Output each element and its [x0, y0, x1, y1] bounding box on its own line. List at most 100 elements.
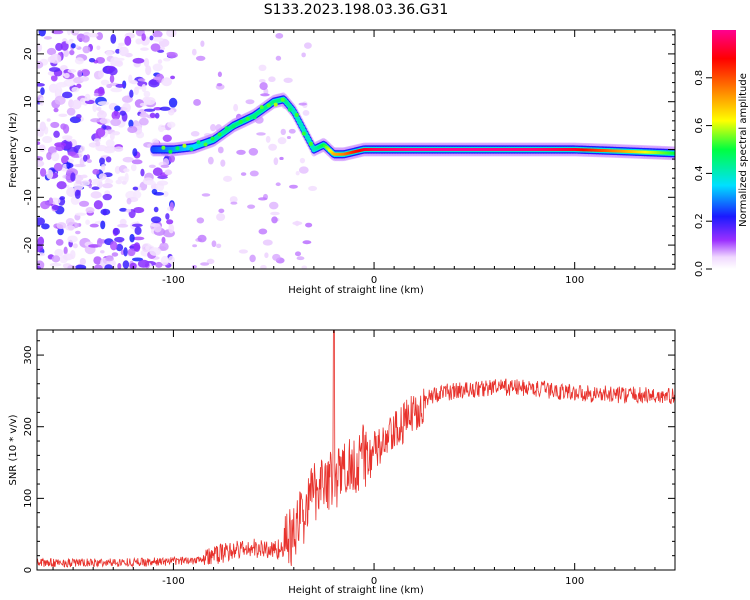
noise-blob — [100, 79, 110, 86]
noise-blob — [39, 121, 47, 132]
x-tick-label: 0 — [371, 576, 377, 587]
noise-blob — [152, 30, 163, 38]
noise-blob — [66, 187, 77, 197]
ridge-dot — [203, 142, 208, 147]
noise-blob — [88, 58, 96, 63]
colorbar-tick-label: 0.6 — [694, 118, 705, 134]
colorbar-gradient — [712, 30, 736, 269]
noise-blob — [305, 222, 313, 228]
noise-blob — [109, 241, 118, 251]
ridge-dot — [294, 112, 299, 117]
noise-blob — [38, 30, 46, 37]
noise-blob — [37, 265, 42, 269]
noise-blob — [168, 255, 175, 264]
noise-blob — [152, 76, 162, 81]
noise-blob — [272, 253, 281, 261]
noise-blob — [72, 243, 78, 249]
noise-blob — [139, 102, 147, 107]
noise-blob — [124, 35, 132, 46]
noise-blob — [65, 40, 73, 45]
noise-blob — [67, 158, 75, 163]
y-tick-label: 10 — [23, 95, 34, 108]
colorbar-tick-label: 0.8 — [694, 70, 705, 86]
noise-blob — [161, 77, 173, 87]
noise-blob — [65, 218, 75, 226]
x-tick-label: -100 — [162, 576, 185, 587]
noise-blob — [115, 83, 125, 88]
snr-plot-area — [37, 330, 675, 570]
noise-blob — [37, 141, 41, 146]
noise-blob — [249, 254, 256, 263]
y-tick-label: 0 — [23, 146, 34, 152]
noise-blob — [70, 172, 76, 182]
noise-blob — [37, 61, 44, 69]
snr-series-line — [37, 330, 675, 568]
noise-blob — [156, 180, 169, 186]
noise-blob — [59, 196, 66, 200]
y-tick-label: -10 — [23, 189, 34, 205]
noise-blob — [288, 128, 296, 134]
noise-blob — [46, 151, 52, 161]
noise-blob — [95, 127, 106, 138]
ridge-dot — [287, 107, 292, 112]
noise-blob — [117, 223, 129, 228]
noise-blob — [137, 259, 150, 268]
noise-blob — [159, 106, 171, 111]
noise-blob — [190, 131, 200, 137]
noise-blob — [143, 108, 156, 112]
noise-blob — [143, 90, 151, 98]
noise-blob — [294, 251, 302, 257]
noise-blob — [119, 110, 127, 116]
noise-blob — [93, 256, 102, 265]
noise-blob — [102, 193, 112, 201]
ridge-dot — [259, 105, 264, 110]
noise-blob — [149, 35, 154, 41]
noise-blob — [124, 172, 129, 183]
noise-blob — [125, 208, 132, 213]
ridge-dot — [161, 145, 166, 150]
noise-blob — [74, 57, 85, 65]
noise-blob — [167, 108, 175, 116]
noise-blob — [296, 256, 305, 261]
noise-blob — [127, 248, 136, 257]
noise-blob — [72, 30, 81, 34]
noise-blob — [56, 181, 67, 190]
noise-blob — [280, 128, 286, 136]
noise-blob — [51, 205, 60, 211]
noise-blob — [233, 103, 239, 112]
noise-blob — [74, 163, 86, 168]
chart-title: S133.2023.198.03.36.G31 — [264, 2, 449, 18]
noise-blob — [92, 168, 100, 175]
heatmap-x-axis-label: Height of straight line (km) — [288, 285, 424, 296]
noise-blob — [193, 99, 201, 106]
noise-blob — [192, 244, 198, 248]
ridge-core — [295, 117, 300, 121]
colorbar-ticks: 0.0 0.2 0.4 0.6 0.8 — [694, 70, 712, 277]
noise-blob — [160, 255, 169, 266]
noise-blob — [132, 236, 145, 241]
noise-blob — [37, 236, 45, 247]
y-tick-label: 200 — [23, 417, 34, 436]
noise-blob — [128, 119, 134, 128]
noise-blob — [63, 72, 70, 79]
noise-blob — [197, 234, 207, 243]
noise-blob — [69, 49, 75, 56]
noise-blob — [283, 77, 293, 83]
noise-blob — [67, 68, 77, 73]
noise-blob — [93, 92, 99, 97]
noise-blob — [279, 156, 284, 161]
noise-blob — [37, 82, 45, 87]
ridge-dot — [245, 116, 250, 121]
noise-blob — [110, 87, 123, 93]
noise-blob — [66, 160, 71, 170]
noise-blob — [105, 156, 112, 163]
noise-blob — [85, 207, 95, 214]
noise-blob — [74, 189, 81, 200]
noise-blob — [262, 239, 273, 246]
noise-blob — [67, 151, 77, 157]
noise-blob — [271, 216, 278, 224]
noise-blob — [71, 99, 82, 110]
noise-blob — [93, 200, 103, 210]
noise-blob — [155, 261, 163, 268]
noise-blob — [216, 83, 223, 87]
